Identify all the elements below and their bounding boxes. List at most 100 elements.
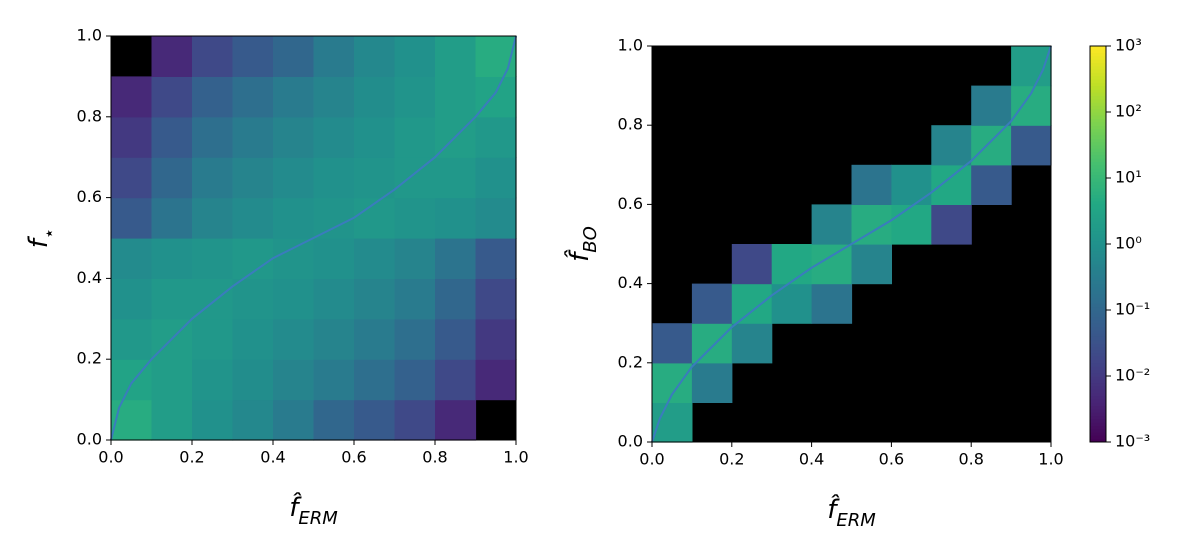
colorbar-segment	[1090, 329, 1106, 334]
heatmap-cell	[354, 36, 396, 77]
heatmap-cell	[273, 238, 315, 279]
colorbar-tick-label: 10¹	[1115, 168, 1142, 187]
heatmap-cell	[273, 116, 315, 158]
colorbar-segment	[1090, 207, 1106, 212]
colorbar-segment	[1090, 95, 1106, 100]
heatmap-cell	[232, 359, 274, 401]
colorbar-tick-label: 10³	[1115, 36, 1142, 55]
colorbar-segment	[1090, 313, 1106, 318]
heatmap-cell	[111, 278, 153, 320]
x-tick-label: 0.0	[98, 448, 123, 467]
heatmap-cell	[111, 157, 153, 199]
heatmap-cell	[891, 204, 932, 245]
heatmap-cell	[475, 238, 517, 279]
colorbar-segment	[1090, 425, 1106, 430]
colorbar-segment	[1090, 296, 1106, 301]
colorbar-segment	[1090, 319, 1106, 324]
heatmap-cell	[394, 197, 436, 239]
heatmap-cell	[151, 76, 193, 118]
y-tick-label: 0.8	[77, 106, 102, 125]
x-tick-label: 0.4	[260, 448, 285, 467]
heatmap-cell	[192, 359, 234, 401]
heatmap-cell	[192, 197, 234, 239]
heatmap-cell	[394, 278, 436, 320]
x-tick-label: 0.6	[341, 448, 366, 467]
heatmap-cell	[475, 359, 517, 401]
heatmap-cell	[313, 76, 355, 118]
axis-label-sub: BO	[580, 226, 601, 253]
axis-label-sub: ERM	[298, 508, 338, 529]
colorbar-segment	[1090, 402, 1106, 407]
heatmap-cell	[435, 278, 477, 320]
colorbar-segment	[1090, 145, 1106, 149]
y-tick-label: 0.4	[77, 268, 102, 287]
colorbar-segment	[1090, 102, 1106, 106]
colorbar-segment	[1090, 191, 1106, 195]
colorbar-segment	[1090, 49, 1106, 54]
heatmap-cell	[652, 323, 693, 364]
colorbar-segment	[1090, 267, 1106, 271]
heatmap-cell	[313, 399, 355, 441]
colorbar-segment	[1090, 240, 1106, 245]
heatmap-cell	[232, 36, 274, 77]
heatmap-cell	[731, 323, 773, 364]
heatmap-cell	[394, 359, 436, 401]
colorbar-segment	[1090, 72, 1106, 77]
colorbar-segment	[1090, 376, 1106, 380]
colorbar-segment	[1090, 310, 1106, 314]
colorbar-segment	[1090, 194, 1106, 199]
heatmap-cell	[111, 399, 153, 441]
y-tick-label: 0.2	[618, 352, 643, 371]
heatmap-cell	[652, 362, 693, 403]
colorbar-segment	[1090, 85, 1106, 90]
axis-label-sub: ⋆	[39, 228, 60, 239]
colorbar-segment	[1090, 428, 1106, 433]
heatmap-cell	[151, 238, 193, 279]
heatmap-cell	[475, 278, 517, 320]
colorbar-segment	[1090, 257, 1106, 261]
heatmap-cell	[111, 318, 153, 360]
y-tick-label: 0.8	[618, 115, 643, 134]
colorbar-segment	[1090, 352, 1106, 357]
axis-label: f⋆	[24, 228, 60, 248]
colorbar-segment	[1090, 283, 1106, 288]
colorbar-segment	[1090, 151, 1106, 156]
colorbar-segment	[1090, 52, 1106, 57]
colorbar-segment	[1090, 108, 1106, 113]
heatmap-cell	[232, 278, 274, 320]
colorbar-segment	[1090, 224, 1106, 228]
colorbar-segment	[1090, 230, 1106, 235]
y-tick-label: 0.4	[618, 273, 643, 292]
y-tick-label: 0.0	[77, 430, 102, 449]
colorbar-segment	[1090, 435, 1106, 440]
heatmap-cell	[354, 399, 396, 441]
colorbar-segment	[1090, 92, 1106, 96]
colorbar-segment	[1090, 178, 1106, 182]
heatmap-cell	[435, 76, 477, 118]
x-tick-label: 1.0	[503, 448, 528, 467]
colorbar-segment	[1090, 362, 1106, 367]
colorbar-segment	[1090, 62, 1106, 67]
heatmap-cell	[891, 164, 932, 205]
colorbar-segment	[1090, 247, 1106, 252]
x-tick-label: 0.6	[879, 450, 904, 469]
colorbar-segment	[1090, 369, 1106, 374]
heatmap-cell	[354, 359, 396, 401]
heatmap-cell	[435, 157, 477, 199]
axes-frame	[110, 35, 517, 441]
colorbar-segment	[1090, 112, 1106, 116]
colorbar-tick-label: 10⁻³	[1115, 432, 1150, 451]
colorbar-segment	[1090, 293, 1106, 298]
heatmap-cell	[731, 283, 773, 324]
colorbar-segment	[1090, 158, 1106, 162]
colorbar-segment	[1090, 141, 1106, 146]
heatmap-cell	[111, 238, 153, 279]
x-tick-label: 0.0	[639, 450, 664, 469]
colorbar-segment	[1090, 234, 1106, 238]
heatmap-cell	[313, 278, 355, 320]
colorbar-segment	[1090, 385, 1106, 390]
heatmap-cell	[273, 278, 315, 320]
colorbar-segment	[1090, 412, 1106, 417]
heatmap-cell	[475, 197, 517, 239]
colorbar-segment	[1090, 65, 1106, 70]
